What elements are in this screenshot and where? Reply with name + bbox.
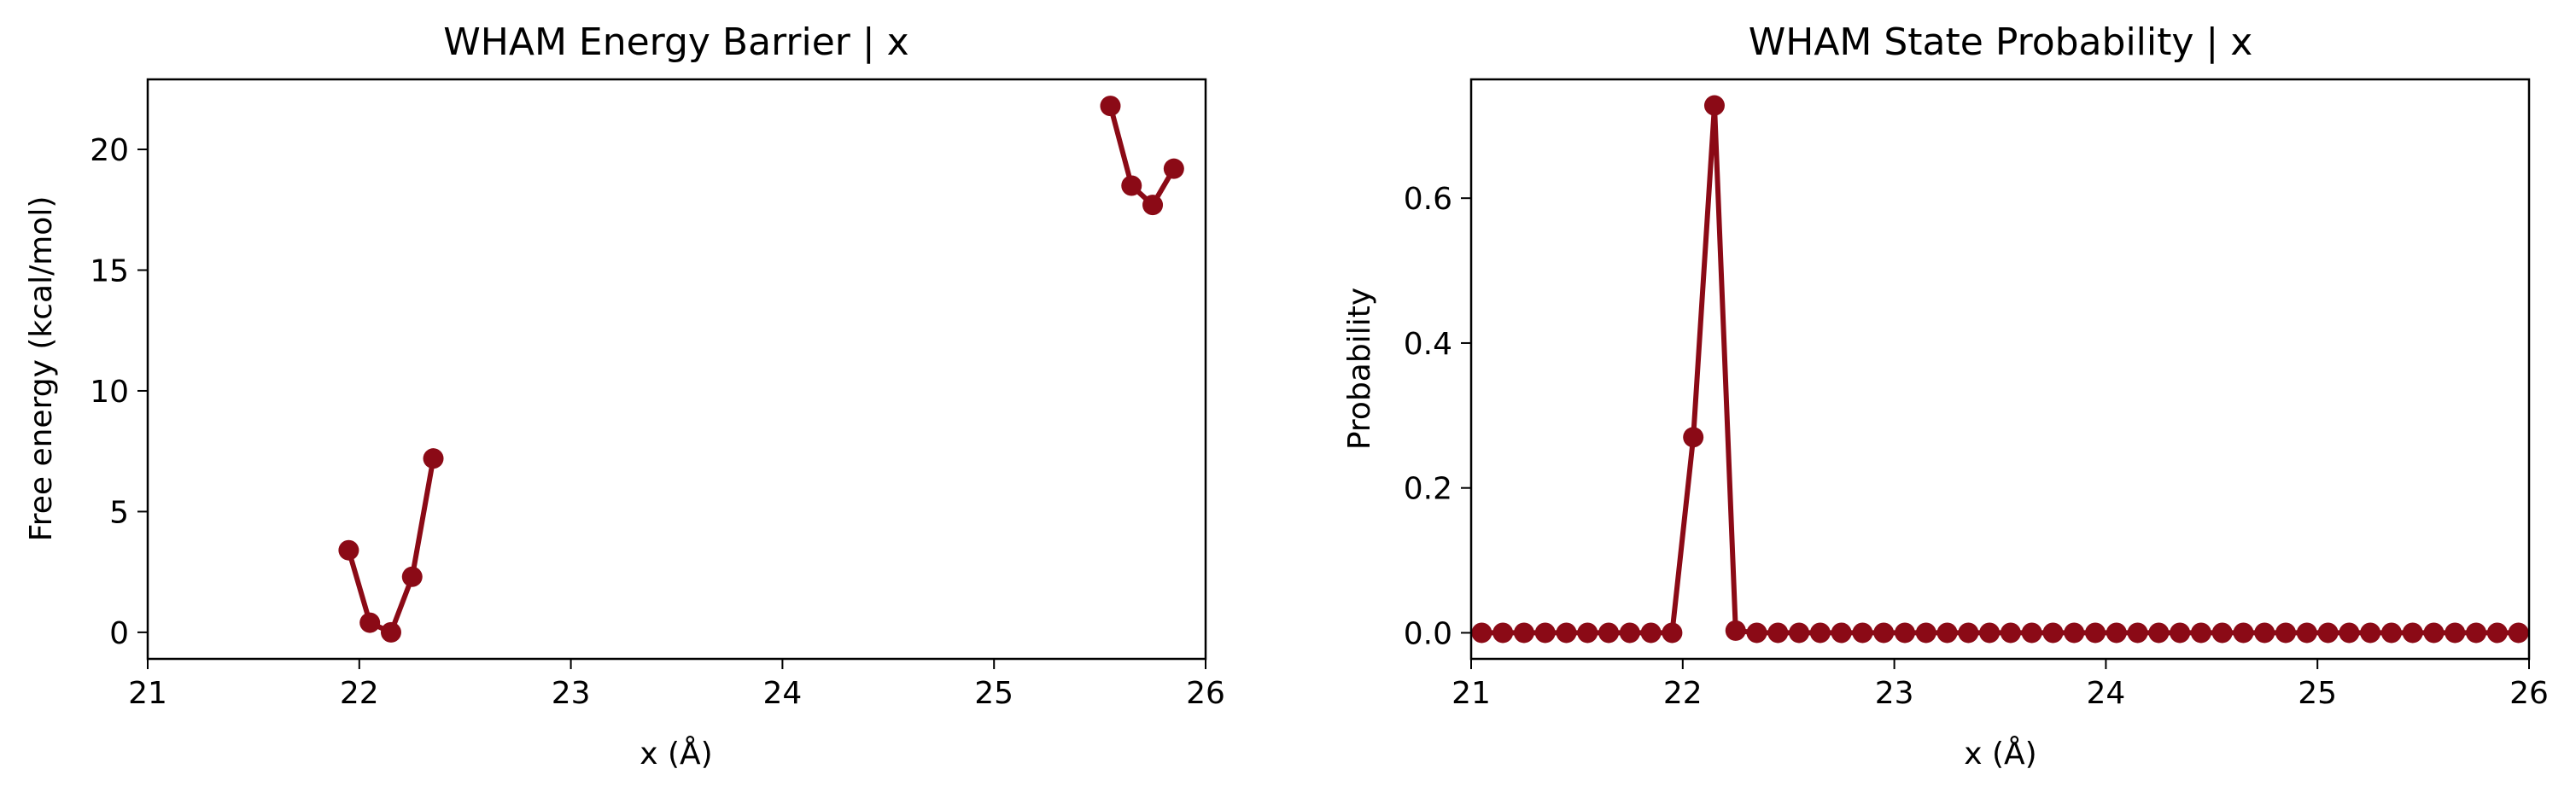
probability-x-tick-label: 21 <box>1452 676 1491 711</box>
probability-x-tick-label: 25 <box>2298 676 2337 711</box>
energy-data-point <box>359 612 381 633</box>
probability-data-point <box>1936 622 1958 644</box>
energy-x-tick-label: 21 <box>128 676 167 711</box>
probability-data-point <box>1725 620 1746 641</box>
probability-x-tick-label: 26 <box>2509 676 2549 711</box>
energy-data-point <box>1163 158 1184 179</box>
probability-x-axis-label: x (Å) <box>1964 735 2036 772</box>
probability-data-point <box>2445 622 2466 644</box>
probability-series-line <box>1481 102 2519 636</box>
probability-data-point <box>2000 622 2021 644</box>
energy-x-tick-label: 24 <box>762 676 802 711</box>
probability-data-point <box>2042 622 2064 644</box>
probability-data-point <box>1556 622 1577 644</box>
probability-data-point <box>1809 622 1831 644</box>
probability-data-point <box>2254 622 2275 644</box>
probability-data-point <box>1492 622 1514 644</box>
energy-x-axis-label: x (Å) <box>640 735 712 772</box>
energy-data-point <box>380 621 401 643</box>
probability-data-point <box>1958 622 1979 644</box>
energy-data-point <box>1100 96 1121 117</box>
probability-data-point <box>1894 622 1915 644</box>
energy-x-tick-label: 22 <box>340 676 379 711</box>
probability-y-tick-label: 0.4 <box>1404 327 1452 362</box>
probability-data-point <box>2233 622 2254 644</box>
energy-series-line <box>1107 105 1177 208</box>
probability-x-tick-label: 22 <box>1663 676 1703 711</box>
probability-data-point <box>1703 95 1725 116</box>
probability-data-point <box>2508 622 2529 644</box>
probability-data-point <box>2360 622 2381 644</box>
energy-data-point <box>338 539 359 561</box>
energy-data-point <box>1121 175 1142 196</box>
probability-data-point <box>2317 622 2339 644</box>
probability-data-point <box>1598 622 1620 644</box>
probability-data-point <box>1979 622 2001 644</box>
probability-data-point <box>2423 622 2445 644</box>
probability-data-point <box>1513 622 1534 644</box>
probability-data-point <box>1831 622 1852 644</box>
probability-data-point <box>2064 622 2085 644</box>
energy-y-tick-label: 0 <box>109 616 129 651</box>
probability-data-point <box>1767 622 1789 644</box>
energy-y-tick-label: 20 <box>90 133 129 168</box>
probability-y-tick-label: 0.0 <box>1404 616 1452 651</box>
energy-plot-frame <box>146 78 1207 661</box>
energy-series-line <box>346 457 436 635</box>
probability-data-point <box>2148 622 2170 644</box>
energy-y-axis-label: Free energy (kcal/mol) <box>24 196 59 542</box>
energy-x-tick-label: 26 <box>1186 676 1225 711</box>
probability-data-point <box>1619 622 1640 644</box>
probability-data-point <box>1915 622 1936 644</box>
probability-y-tick-label: 0.2 <box>1404 472 1452 507</box>
probability-data-point <box>2190 622 2211 644</box>
probability-data-point <box>2296 622 2317 644</box>
probability-data-point <box>1640 622 1662 644</box>
probability-data-point <box>2380 622 2402 644</box>
probability-plot-frame <box>1469 78 2531 661</box>
probability-data-point <box>1789 622 1810 644</box>
energy-x-tick-label: 25 <box>974 676 1013 711</box>
probability-data-point <box>2170 622 2191 644</box>
probability-data-point <box>1534 622 1556 644</box>
energy-data-point <box>423 448 444 469</box>
probability-x-tick-label: 23 <box>1875 676 1914 711</box>
probability-data-point <box>2021 622 2042 644</box>
probability-data-point <box>2085 622 2106 644</box>
energy-data-point <box>1142 195 1164 216</box>
energy-y-tick-label: 10 <box>90 375 129 410</box>
energy-x-tick-label: 23 <box>552 676 591 711</box>
probability-data-point <box>1683 427 1704 448</box>
probability-data-point <box>1746 622 1767 644</box>
state-probability-panel: WHAM State Probability | x x (Å) Probabi… <box>1342 20 2549 772</box>
probability-data-point <box>2211 622 2233 644</box>
probability-x-tick-label: 24 <box>2086 676 2125 711</box>
probability-data-point <box>2127 622 2148 644</box>
energy-data-point <box>401 566 423 587</box>
probability-data-point <box>1471 622 1492 644</box>
probability-data-point <box>2106 622 2127 644</box>
probability-data-point <box>2339 622 2360 644</box>
probability-data-point <box>1873 622 1895 644</box>
probability-data-point <box>2402 622 2423 644</box>
probability-y-axis-label: Probability <box>1342 288 1377 450</box>
probability-y-tick-label: 0.6 <box>1404 182 1452 217</box>
energy-chart-title: WHAM Energy Barrier | x <box>443 20 908 64</box>
probability-data-point <box>1577 622 1598 644</box>
energy-y-tick-label: 15 <box>90 254 129 289</box>
probability-data-point <box>2466 622 2487 644</box>
probability-chart-title: WHAM State Probability | x <box>1749 20 2253 64</box>
probability-data-point <box>1662 622 1683 644</box>
probability-data-point <box>2275 622 2297 644</box>
energy-y-tick-label: 5 <box>109 495 129 530</box>
probability-data-point <box>1852 622 1873 644</box>
probability-data-point <box>2486 622 2508 644</box>
energy-barrier-panel: WHAM Energy Barrier | x x (Å) Free energ… <box>24 20 1225 772</box>
